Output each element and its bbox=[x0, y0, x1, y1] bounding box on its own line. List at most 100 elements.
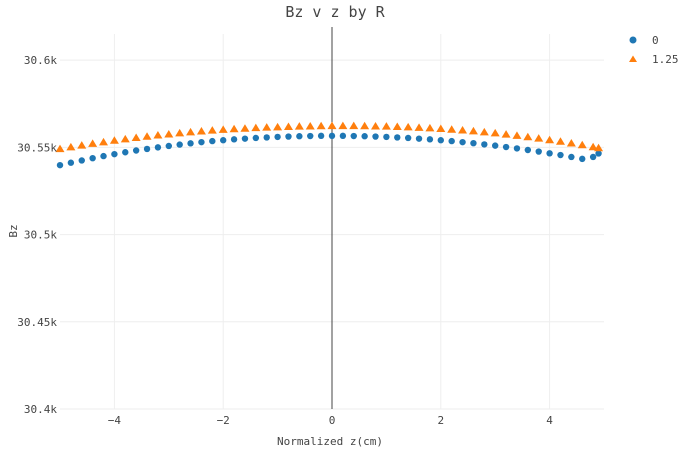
data-point bbox=[383, 133, 390, 141]
data-point bbox=[99, 137, 109, 146]
data-point bbox=[415, 135, 423, 142]
data-point bbox=[77, 141, 87, 149]
data-point bbox=[317, 132, 325, 140]
data-point bbox=[588, 142, 598, 151]
data-point bbox=[361, 133, 368, 140]
data-point bbox=[122, 149, 129, 156]
data-point bbox=[132, 147, 140, 154]
x-tick-labels: −4 −2 0 2 4 bbox=[108, 414, 554, 427]
y-tick-label: 30.6k bbox=[24, 54, 57, 67]
data-point bbox=[328, 132, 336, 140]
data-point bbox=[479, 127, 489, 136]
data-point bbox=[251, 123, 261, 132]
legend-label-0: 0 bbox=[652, 34, 659, 47]
data-point bbox=[589, 153, 597, 161]
data-point bbox=[273, 122, 283, 131]
data-point bbox=[437, 137, 444, 144]
data-point bbox=[381, 122, 391, 130]
data-point bbox=[164, 129, 174, 138]
data-point bbox=[568, 153, 575, 161]
data-point bbox=[492, 142, 499, 149]
data-point bbox=[241, 135, 249, 142]
series-layer bbox=[55, 121, 604, 169]
data-point bbox=[131, 133, 141, 141]
x-tick-label: 0 bbox=[329, 414, 336, 427]
series-0 bbox=[56, 132, 602, 169]
data-point bbox=[448, 137, 455, 145]
data-point bbox=[56, 161, 64, 169]
data-point bbox=[470, 139, 477, 147]
data-point bbox=[468, 126, 478, 135]
series-1 bbox=[55, 121, 604, 153]
data-point bbox=[360, 121, 370, 130]
y-tick-label: 30.45k bbox=[17, 316, 57, 329]
data-point bbox=[196, 127, 206, 135]
data-point bbox=[316, 121, 326, 130]
data-point bbox=[296, 133, 303, 140]
data-point bbox=[120, 134, 130, 143]
data-point bbox=[595, 150, 602, 157]
data-point bbox=[414, 123, 424, 131]
data-point bbox=[555, 137, 565, 145]
data-point bbox=[176, 141, 183, 148]
data-point bbox=[557, 151, 564, 159]
data-point bbox=[394, 134, 401, 141]
y-tick-labels: 30.4k 30.45k 30.5k 30.55k 30.6k bbox=[17, 54, 57, 416]
data-point bbox=[252, 134, 260, 142]
data-point bbox=[577, 140, 587, 149]
data-point bbox=[89, 154, 96, 162]
data-point bbox=[350, 132, 357, 140]
data-point bbox=[263, 134, 270, 141]
data-point bbox=[535, 148, 542, 155]
data-point bbox=[327, 121, 337, 130]
y-tick-label: 30.4k bbox=[24, 403, 57, 416]
data-point bbox=[285, 133, 292, 140]
data-point bbox=[198, 138, 205, 146]
data-point bbox=[566, 139, 576, 147]
data-point bbox=[294, 122, 304, 130]
legend-marker-0 bbox=[629, 36, 637, 44]
data-point bbox=[274, 133, 281, 141]
data-point bbox=[207, 126, 217, 134]
legend-item-1[interactable]: 1.25 bbox=[629, 53, 679, 66]
data-point bbox=[338, 121, 348, 130]
data-point bbox=[142, 132, 152, 140]
legend-item-0[interactable]: 0 bbox=[629, 34, 659, 47]
x-tick-label: −4 bbox=[108, 414, 122, 427]
data-point bbox=[209, 137, 216, 145]
data-point bbox=[100, 152, 107, 160]
data-point bbox=[524, 146, 532, 154]
data-point bbox=[307, 132, 314, 140]
data-point bbox=[371, 121, 381, 130]
x-tick-label: 4 bbox=[546, 414, 553, 427]
data-point bbox=[153, 131, 163, 139]
x-axis-title: Normalized z(cm) bbox=[277, 435, 383, 448]
data-point bbox=[175, 128, 185, 137]
data-point bbox=[545, 135, 555, 144]
data-point bbox=[55, 144, 65, 153]
data-point bbox=[502, 143, 510, 151]
y-tick-label: 30.5k bbox=[24, 229, 57, 242]
data-point bbox=[111, 150, 118, 158]
data-point bbox=[305, 121, 315, 130]
data-point bbox=[143, 145, 151, 153]
data-point bbox=[372, 133, 379, 140]
legend: 0 1.25 bbox=[629, 34, 679, 66]
data-point bbox=[594, 143, 604, 152]
legend-marker-1 bbox=[629, 55, 637, 62]
data-point bbox=[109, 136, 119, 144]
data-point bbox=[534, 134, 544, 142]
data-point bbox=[220, 137, 227, 144]
data-point bbox=[447, 125, 457, 133]
chart-title: Bz v z by R bbox=[285, 3, 385, 21]
data-point bbox=[513, 145, 521, 152]
data-point bbox=[187, 140, 194, 147]
data-point bbox=[490, 128, 500, 137]
data-point bbox=[523, 132, 533, 141]
data-point bbox=[436, 124, 446, 133]
data-point bbox=[426, 136, 434, 143]
x-tick-label: 2 bbox=[437, 414, 444, 427]
data-point bbox=[481, 141, 488, 148]
data-point bbox=[459, 138, 466, 146]
data-point bbox=[404, 134, 412, 142]
